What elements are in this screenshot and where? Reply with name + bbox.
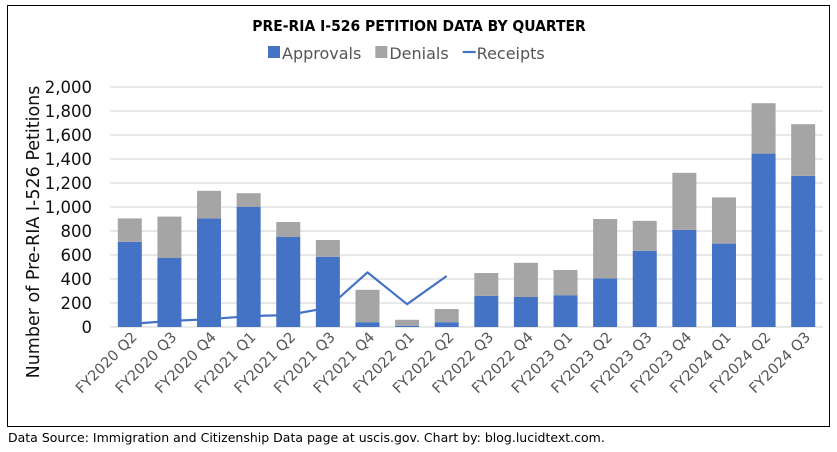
bar-approvals-fy2023-q1 <box>553 295 578 327</box>
y-tick-label: 1,200 <box>45 174 92 193</box>
bar-approvals-fy2020-q4 <box>197 218 222 327</box>
legend: Approvals Denials Receipts <box>268 44 545 63</box>
bar-denials-fy2024-q2 <box>751 103 776 154</box>
bar-denials-fy2021-q2 <box>276 222 301 237</box>
bar-denials-fy2023-q3 <box>632 220 657 251</box>
y-tick-label: 2,000 <box>45 78 92 97</box>
bar-approvals-fy2023-q3 <box>632 250 657 327</box>
bar-denials-fy2023-q1 <box>553 270 578 296</box>
legend-item-receipts: Receipts <box>462 44 545 63</box>
bar-denials-fy2022-q4 <box>513 262 538 297</box>
bar-denials-fy2020-q4 <box>197 190 222 219</box>
y-tick-label: 800 <box>61 222 93 241</box>
y-axis-ticks: 0 200 400 600 800 1,000 1,200 1,400 1,600 1,800 2,… <box>45 78 92 337</box>
bar-approvals-fy2024-q2 <box>751 153 776 327</box>
bar-denials-fy2020-q3 <box>157 216 182 258</box>
bar-approvals-fy2023-q2 <box>593 278 618 327</box>
bar-approvals-fy2021-q3 <box>315 256 340 327</box>
bar-approvals-fy2022-q3 <box>474 295 499 327</box>
bar-approvals-fy2021-q4 <box>355 322 380 327</box>
legend-item-approvals: Approvals <box>268 44 361 63</box>
data-source-footer: Data Source: Immigration and Citizenship… <box>8 430 605 445</box>
bar-denials-fy2021-q3 <box>315 240 340 257</box>
legend-swatch-approvals <box>268 46 280 58</box>
y-tick-label: 400 <box>61 270 93 289</box>
bar-denials-fy2022-q2 <box>434 309 459 323</box>
gridlines <box>110 86 823 328</box>
bar-denials-fy2021-q4 <box>355 289 380 323</box>
chart-title: PRE-RIA I-526 PETITION DATA BY QUARTER <box>252 17 586 35</box>
y-tick-label: 600 <box>61 246 93 265</box>
bar-denials-fy2024-q3 <box>791 124 816 176</box>
bar-approvals-fy2022-q2 <box>434 322 459 327</box>
y-tick-label: 0 <box>82 318 93 337</box>
bar-denials-fy2024-q1 <box>711 197 736 244</box>
legend-swatch-denials <box>375 46 388 58</box>
bar-denials-fy2020-q2 <box>117 218 142 242</box>
bar-approvals-fy2020-q3 <box>157 258 182 327</box>
bar-approvals-fy2021-q1 <box>236 207 261 327</box>
y-tick-label: 200 <box>61 294 93 313</box>
bar-denials-fy2022-q1 <box>395 319 420 326</box>
legend-label: Denials <box>389 44 448 63</box>
bar-approvals-fy2023-q4 <box>672 229 697 327</box>
bars <box>117 103 816 327</box>
bar-approvals-fy2024-q3 <box>791 175 816 327</box>
y-tick-label: 1,000 <box>45 198 92 217</box>
y-tick-label: 1,800 <box>45 102 92 121</box>
bar-denials-fy2023-q4 <box>672 172 697 230</box>
bar-denials-fy2022-q3 <box>474 273 499 296</box>
y-tick-label: 1,600 <box>45 126 92 145</box>
legend-label: Approvals <box>282 44 361 63</box>
bar-approvals-fy2022-q1 <box>395 325 420 327</box>
bar-denials-fy2023-q2 <box>593 219 618 279</box>
legend-item-denials: Denials <box>375 44 449 63</box>
bar-approvals-fy2020-q2 <box>117 241 142 327</box>
bar-approvals-fy2024-q1 <box>711 243 736 327</box>
bar-denials-fy2021-q1 <box>236 193 261 207</box>
legend-label: Receipts <box>477 44 545 63</box>
receipts-line-layer <box>129 271 448 326</box>
bar-approvals-fy2021-q2 <box>276 237 301 327</box>
y-tick-label: 1,400 <box>45 150 92 169</box>
bar-approvals-fy2022-q4 <box>513 297 538 327</box>
y-axis-label: Number of Pre-RIA I-526 Petitions <box>24 86 44 379</box>
